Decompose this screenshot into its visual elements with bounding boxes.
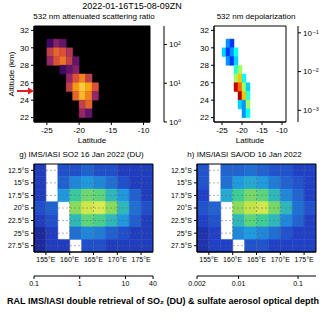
svg-text:10⁰: 10⁰	[169, 118, 181, 127]
svg-text:22: 22	[200, 113, 209, 122]
svg-text:10⁻²: 10⁻²	[303, 67, 319, 76]
svg-text:22.5°S: 22.5°S	[8, 217, 29, 224]
svg-text:12.5°S: 12.5°S	[171, 167, 192, 174]
svg-text:-10: -10	[138, 126, 150, 135]
svg-text:160°E: 160°E	[223, 256, 242, 263]
svg-text:-25: -25	[216, 126, 228, 135]
svg-text:30: 30	[20, 44, 29, 53]
svg-text:27.5°S: 27.5°S	[171, 242, 192, 249]
svg-text:-15: -15	[106, 126, 118, 135]
svg-text:22: 22	[20, 113, 29, 122]
svg-text:0.1: 0.1	[293, 280, 303, 287]
svg-text:12.5°S: 12.5°S	[8, 167, 29, 174]
svg-text:22.5°S: 22.5°S	[171, 217, 192, 224]
svg-text:170°E: 170°E	[108, 256, 127, 263]
html-text:2022-01-16T15-08-09ZN: 2022-01-16T15-08-09ZN	[82, 1, 182, 11]
svg-text:15°S: 15°S	[14, 179, 30, 186]
svg-text:30: 30	[200, 44, 209, 53]
svg-text:17.5°S: 17.5°S	[171, 192, 192, 199]
svg-text:155°E: 155°E	[36, 256, 55, 263]
svg-text:0.01: 0.01	[232, 280, 246, 287]
svg-text:-20: -20	[236, 126, 248, 135]
svg-text:10⁻¹: 10⁻¹	[303, 29, 319, 38]
svg-text:28: 28	[20, 61, 29, 70]
html-text:g) IMS/IASI SO2 16 Jan 2022 (D: g) IMS/IASI SO2 16 Jan 2022 (DU)	[19, 150, 144, 159]
svg-text:10¹: 10¹	[169, 79, 181, 88]
html-text:Latitude: Latitude	[77, 136, 107, 145]
html-text:RAL IMS/IASI double retrieval: RAL IMS/IASI double retrieval of SO₂ (DU…	[7, 296, 319, 306]
svg-text:175°E: 175°E	[295, 256, 314, 263]
svg-text:15°S: 15°S	[177, 179, 193, 186]
html-text:h) IMS/IASI SA/OD 16 Jan 2022: h) IMS/IASI SA/OD 16 Jan 2022	[187, 150, 302, 159]
svg-text:10²: 10²	[169, 40, 181, 49]
html-text:532 nm attenuated scattering r: 532 nm attenuated scattering ratio	[33, 12, 155, 21]
svg-text:27.5°S: 27.5°S	[8, 242, 29, 249]
svg-text:28: 28	[200, 61, 209, 70]
svg-text:20°S: 20°S	[177, 204, 193, 211]
svg-text:165°E: 165°E	[84, 256, 103, 263]
svg-text:0.002: 0.002	[188, 280, 206, 287]
svg-text:26: 26	[20, 79, 29, 88]
svg-text:175°E: 175°E	[132, 256, 151, 263]
svg-text:24: 24	[200, 96, 209, 105]
svg-text:10: 10	[122, 280, 130, 287]
svg-text:160°E: 160°E	[60, 256, 79, 263]
svg-text:-20: -20	[73, 126, 85, 135]
html-text:Altitude (km): Altitude (km)	[6, 51, 16, 97]
svg-text:17.5°S: 17.5°S	[8, 192, 29, 199]
svg-text:32: 32	[20, 26, 29, 35]
svg-text:20°S: 20°S	[14, 204, 30, 211]
svg-text:170°E: 170°E	[271, 256, 290, 263]
svg-text:40: 40	[149, 280, 157, 287]
svg-text:26: 26	[200, 79, 209, 88]
svg-text:0.1: 0.1	[29, 280, 39, 287]
svg-text:25°S: 25°S	[177, 230, 193, 237]
svg-text:25°S: 25°S	[14, 230, 30, 237]
html-text:532 nm depolarization: 532 nm depolarization	[216, 12, 296, 21]
svg-text:-15: -15	[256, 126, 268, 135]
svg-text:-25: -25	[41, 126, 53, 135]
svg-text:155°E: 155°E	[199, 256, 218, 263]
html-text:Latitude: Latitude	[235, 136, 265, 145]
svg-text:1: 1	[78, 280, 82, 287]
svg-text:-10: -10	[276, 126, 288, 135]
svg-text:24: 24	[20, 96, 29, 105]
svg-text:32: 32	[200, 26, 209, 35]
svg-text:165°E: 165°E	[247, 256, 266, 263]
svg-text:10⁻³: 10⁻³	[303, 106, 319, 115]
